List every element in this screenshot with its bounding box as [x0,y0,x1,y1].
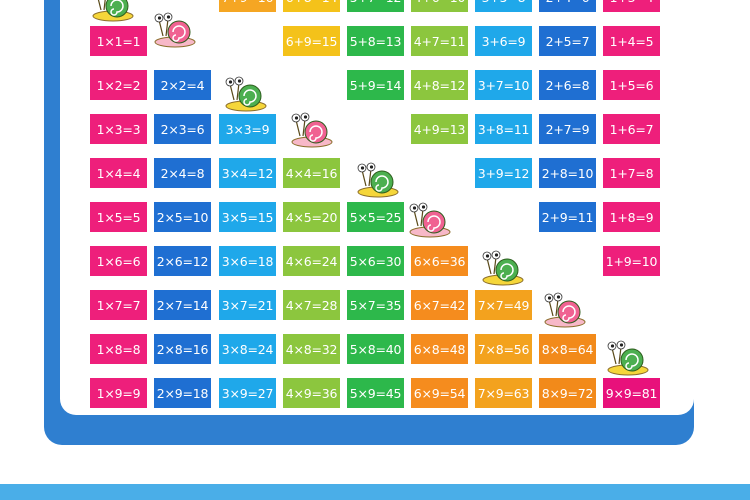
multiplication-cell: 1×8=8 [90,334,147,364]
multiplication-cell: 3×5=15 [219,202,276,232]
multiplication-cell: 6×6=36 [411,246,468,276]
addition-cell: 6+8=14 [283,0,340,12]
multiplication-cell: 1×4=4 [90,158,147,188]
multiplication-cell: 1×5=5 [90,202,147,232]
multiplication-cell: 1×6=6 [90,246,147,276]
bottom-band [0,484,750,500]
addition-cell: 5+7=12 [347,0,404,12]
addition-cell: 1+4=5 [603,26,660,56]
multiplication-cell: 2×5=10 [154,202,211,232]
multiplication-cell: 1×3=3 [90,114,147,144]
multiplication-cell: 5×5=25 [347,202,404,232]
multiplication-cell: 4×9=36 [283,378,340,408]
multiplication-cell: 7×8=56 [475,334,532,364]
multiplication-cell: 2×7=14 [154,290,211,320]
multiplication-cell: 3×8=24 [219,334,276,364]
multiplication-cell: 8×8=64 [539,334,596,364]
addition-cell: 5+9=14 [347,70,404,100]
multiplication-cell: 6×7=42 [411,290,468,320]
addition-cell: 1+6=7 [603,114,660,144]
addition-cell: 2+5=7 [539,26,596,56]
multiplication-cell: 2×3=6 [154,114,211,144]
addition-cell: 5+8=13 [347,26,404,56]
addition-cell: 4+9=13 [411,114,468,144]
multiplication-cell: 5×8=40 [347,334,404,364]
addition-cell: 3+5=8 [475,0,532,12]
addition-cell: 2+8=10 [539,158,596,188]
multiplication-cell: 3×4=12 [219,158,276,188]
addition-cell: 1+8=9 [603,202,660,232]
addition-cell: 4+6=10 [411,0,468,12]
addition-cell: 2+9=11 [539,202,596,232]
multiplication-cell: 1×2=2 [90,70,147,100]
addition-cell: 3+7=10 [475,70,532,100]
multiplication-cell: 3×6=18 [219,246,276,276]
multiplication-cell: 3×9=27 [219,378,276,408]
addition-cell: 3+6=9 [475,26,532,56]
addition-cell: 3+9=12 [475,158,532,188]
multiplication-cell: 3×7=21 [219,290,276,320]
multiplication-cell: 3×3=9 [219,114,276,144]
multiplication-cell: 4×5=20 [283,202,340,232]
addition-cell: 1+3=4 [603,0,660,12]
addition-cell: 3+8=11 [475,114,532,144]
addition-cell: 1+9=10 [603,246,660,276]
multiplication-cell: 1×9=9 [90,378,147,408]
addition-cell: 2+6=8 [539,70,596,100]
addition-cell: 2+7=9 [539,114,596,144]
multiplication-cell: 1×1=1 [90,26,147,56]
addition-cell: 2+4=6 [539,0,596,12]
multiplication-cell: 4×6=24 [283,246,340,276]
multiplication-cell: 5×9=45 [347,378,404,408]
addition-cell: 4+8=12 [411,70,468,100]
multiplication-cell: 7×7=49 [475,290,532,320]
addition-cell: 1+5=6 [603,70,660,100]
multiplication-cell: 2×4=8 [154,158,211,188]
multiplication-cell: 9×9=81 [603,378,660,408]
multiplication-cell: 5×6=30 [347,246,404,276]
multiplication-cell: 2×6=12 [154,246,211,276]
multiplication-cell: 6×8=48 [411,334,468,364]
addition-cell: 7+9=16 [219,0,276,12]
multiplication-cell: 2×2=4 [154,70,211,100]
multiplication-cell: 8×9=72 [539,378,596,408]
multiplication-cell: 4×8=32 [283,334,340,364]
multiplication-cell: 4×7=28 [283,290,340,320]
multiplication-cell: 7×9=63 [475,378,532,408]
multiplication-cell: 4×4=16 [283,158,340,188]
multiplication-cell: 1×7=7 [90,290,147,320]
multiplication-cell: 2×8=16 [154,334,211,364]
addition-cell: 4+7=11 [411,26,468,56]
multiplication-cell: 6×9=54 [411,378,468,408]
addition-cell: 6+9=15 [283,26,340,56]
multiplication-cell: 2×9=18 [154,378,211,408]
addition-cell: 1+7=8 [603,158,660,188]
multiplication-cell: 5×7=35 [347,290,404,320]
